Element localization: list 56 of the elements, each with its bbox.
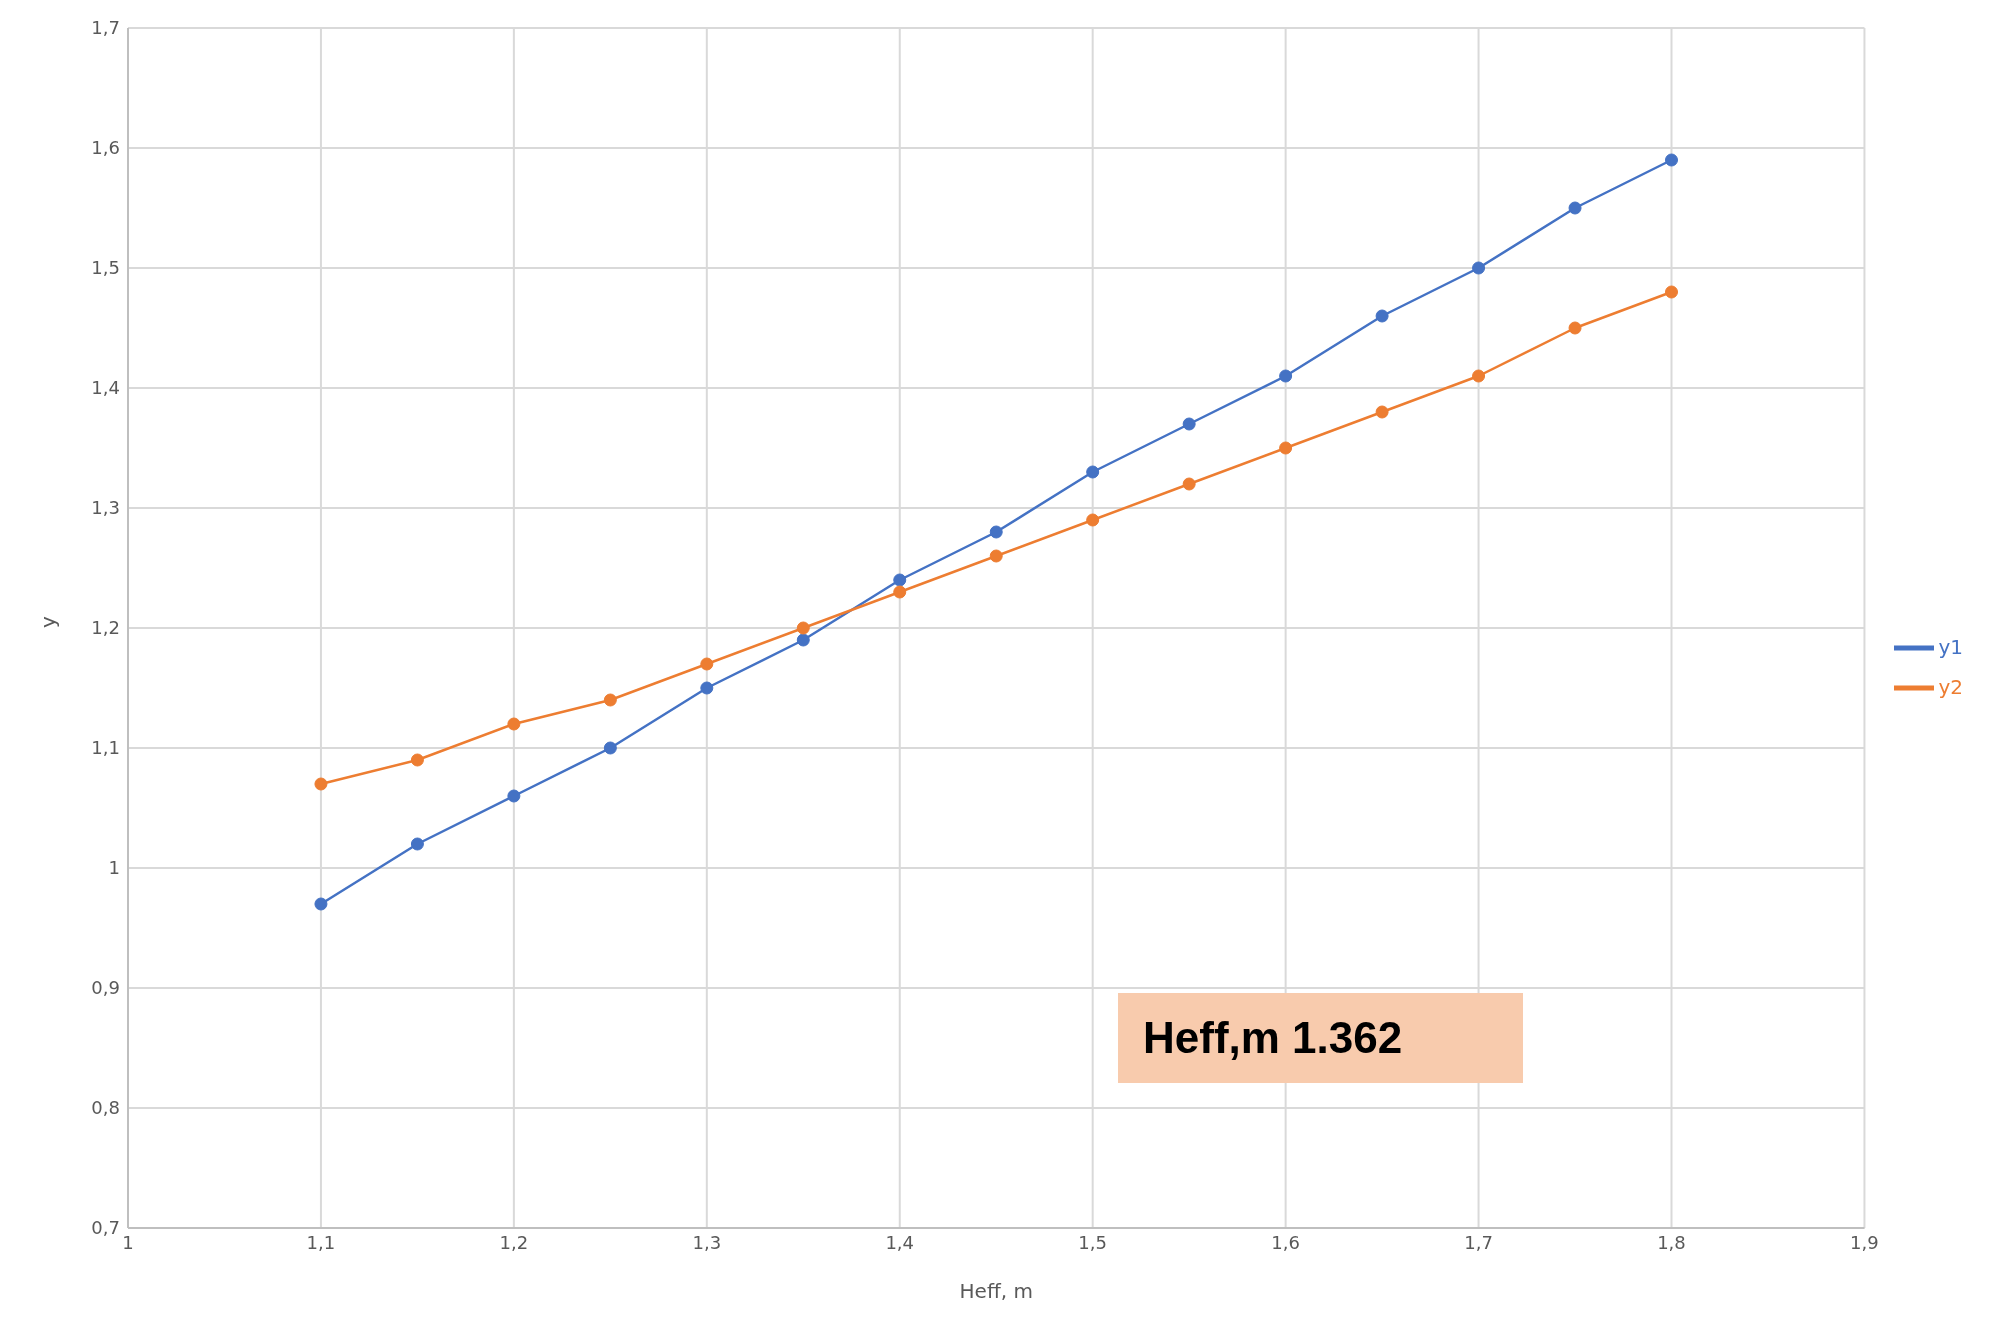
- y-tick-label: 1,6: [91, 137, 120, 159]
- y-tick-label: 1,1: [91, 737, 120, 759]
- point: [603, 693, 617, 707]
- x-tick-label: 1,2: [499, 1231, 529, 1253]
- point: [1375, 309, 1389, 323]
- x-tick-label: 1,5: [1078, 1231, 1108, 1253]
- point: [1086, 465, 1100, 479]
- point: [700, 657, 714, 671]
- point: [410, 837, 424, 851]
- point: [507, 717, 521, 731]
- x-tick-label: 1,8: [1657, 1231, 1686, 1253]
- y-tick-label: 0,9: [91, 977, 120, 999]
- point: [1279, 441, 1293, 455]
- point: [410, 753, 424, 767]
- point: [893, 573, 907, 587]
- y-tick-label: 1: [108, 857, 120, 879]
- point: [1568, 321, 1582, 335]
- y-tick-label: 1,4: [91, 377, 120, 399]
- point: [314, 777, 328, 791]
- point: [796, 633, 810, 647]
- x-tick-label: 1,4: [885, 1231, 915, 1253]
- y-tick-label: 0,8: [91, 1097, 120, 1119]
- y-tick-label: 1,3: [91, 497, 120, 519]
- x-tick-label: 1: [122, 1231, 134, 1253]
- y-axis-title: y: [36, 616, 61, 628]
- note-box: Heff,m 1.362: [1118, 993, 1523, 1083]
- x-axis-title: Heff, m: [959, 1279, 1033, 1303]
- point: [1472, 261, 1486, 275]
- point: [1279, 369, 1293, 383]
- point: [314, 897, 328, 911]
- point: [1086, 513, 1100, 527]
- legend-label: y2: [1938, 674, 1963, 699]
- x-tick-label: 1,3: [692, 1231, 722, 1253]
- point: [989, 549, 1003, 563]
- legend-label: y1: [1938, 634, 1963, 659]
- x-tick-label: 1,9: [1850, 1231, 1879, 1253]
- x-tick-label: 1,6: [1271, 1231, 1300, 1253]
- x-tick-label: 1,1: [306, 1231, 336, 1253]
- y-tick-label: 1,7: [91, 17, 120, 39]
- point: [603, 741, 617, 755]
- x-tick-label: 1,7: [1464, 1231, 1493, 1253]
- point: [507, 789, 521, 803]
- point: [1182, 417, 1196, 431]
- point: [1375, 405, 1389, 419]
- point: [1182, 477, 1196, 491]
- point: [1568, 201, 1582, 215]
- y-tick-label: 1,5: [91, 257, 120, 279]
- point: [1472, 369, 1486, 383]
- point: [893, 585, 907, 599]
- point: [796, 621, 810, 635]
- y-tick-label: 1,2: [91, 617, 120, 639]
- point: [1665, 285, 1678, 299]
- point: [989, 525, 1003, 539]
- y-tick-label: 0,7: [91, 1217, 120, 1239]
- point: [1665, 153, 1678, 167]
- point: [700, 681, 714, 695]
